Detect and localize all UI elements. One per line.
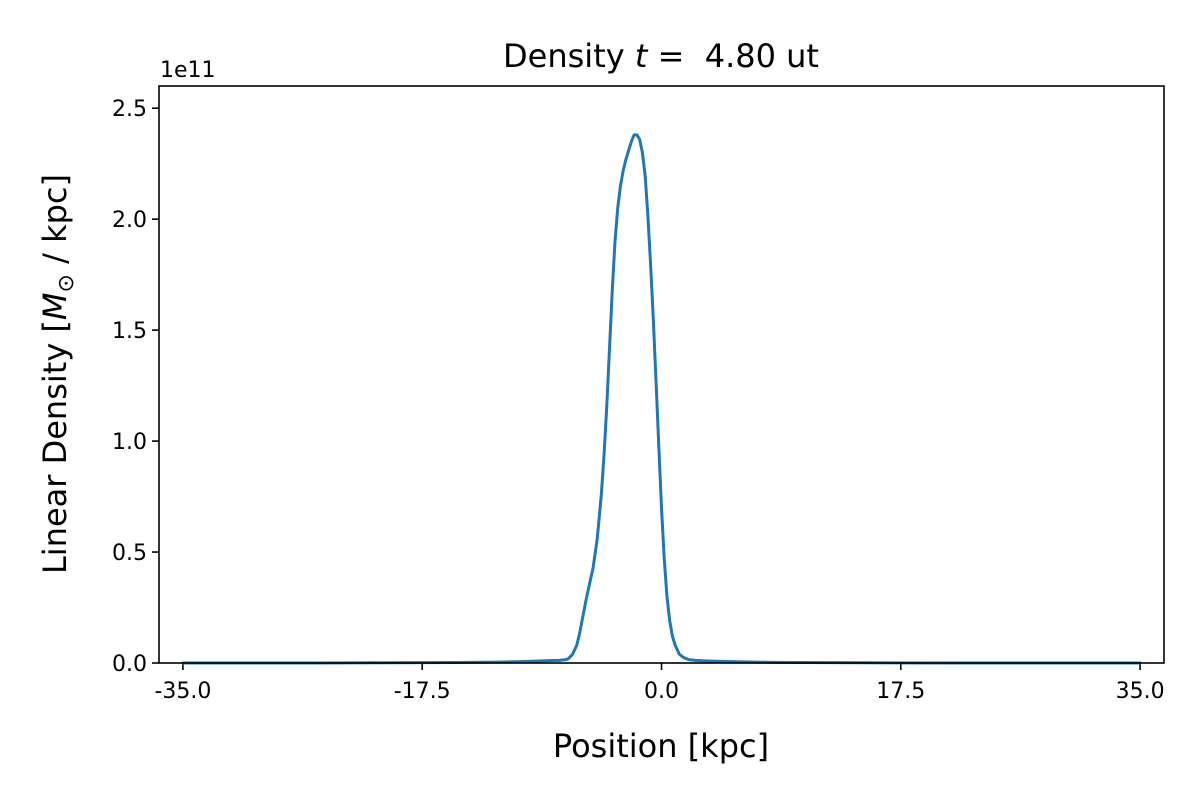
y-axis-label-prefix: Linear Density [ [36, 320, 74, 574]
x-tick-label: -35.0 [154, 679, 211, 704]
x-tick-label: 0.0 [644, 679, 679, 704]
chart-title-suffix: = 4.80 ut [647, 37, 819, 75]
chart-title-prefix: Density [503, 37, 635, 75]
axis-ticks: -35.0 -17.5 0.0 17.5 35.0 0.0 0.5 1.0 1.5 2.0 2.5 [112, 97, 1165, 704]
y-axis-label-suffix: / kpc] [36, 174, 74, 274]
x-tick-label: -17.5 [394, 679, 451, 704]
y-tick-label: 2.0 [112, 208, 147, 233]
y-tick-label: 0.0 [112, 652, 147, 677]
y-axis-label-variable: M [36, 292, 74, 320]
x-tick-label: 35.0 [1116, 679, 1165, 704]
y-axis-label: Linear Density [M⊙ / kpc] [36, 174, 79, 574]
chart-title: Density t = 4.80 ut [503, 37, 819, 75]
chart-title-variable: t [635, 37, 649, 75]
plot-frame [158, 85, 1165, 664]
y-axis-label-subscript: ⊙ [54, 274, 79, 292]
x-axis-label: Position [kpc] [553, 727, 769, 765]
y-tick-label: 1.5 [112, 319, 147, 344]
y-tick-label: 2.5 [112, 97, 147, 122]
y-tick-label: 1.0 [112, 430, 147, 455]
x-tick-label: 17.5 [876, 679, 925, 704]
y-offset-text: 1e11 [160, 58, 216, 83]
density-series-line [181, 133, 1142, 665]
y-tick-label: 0.5 [112, 541, 147, 566]
